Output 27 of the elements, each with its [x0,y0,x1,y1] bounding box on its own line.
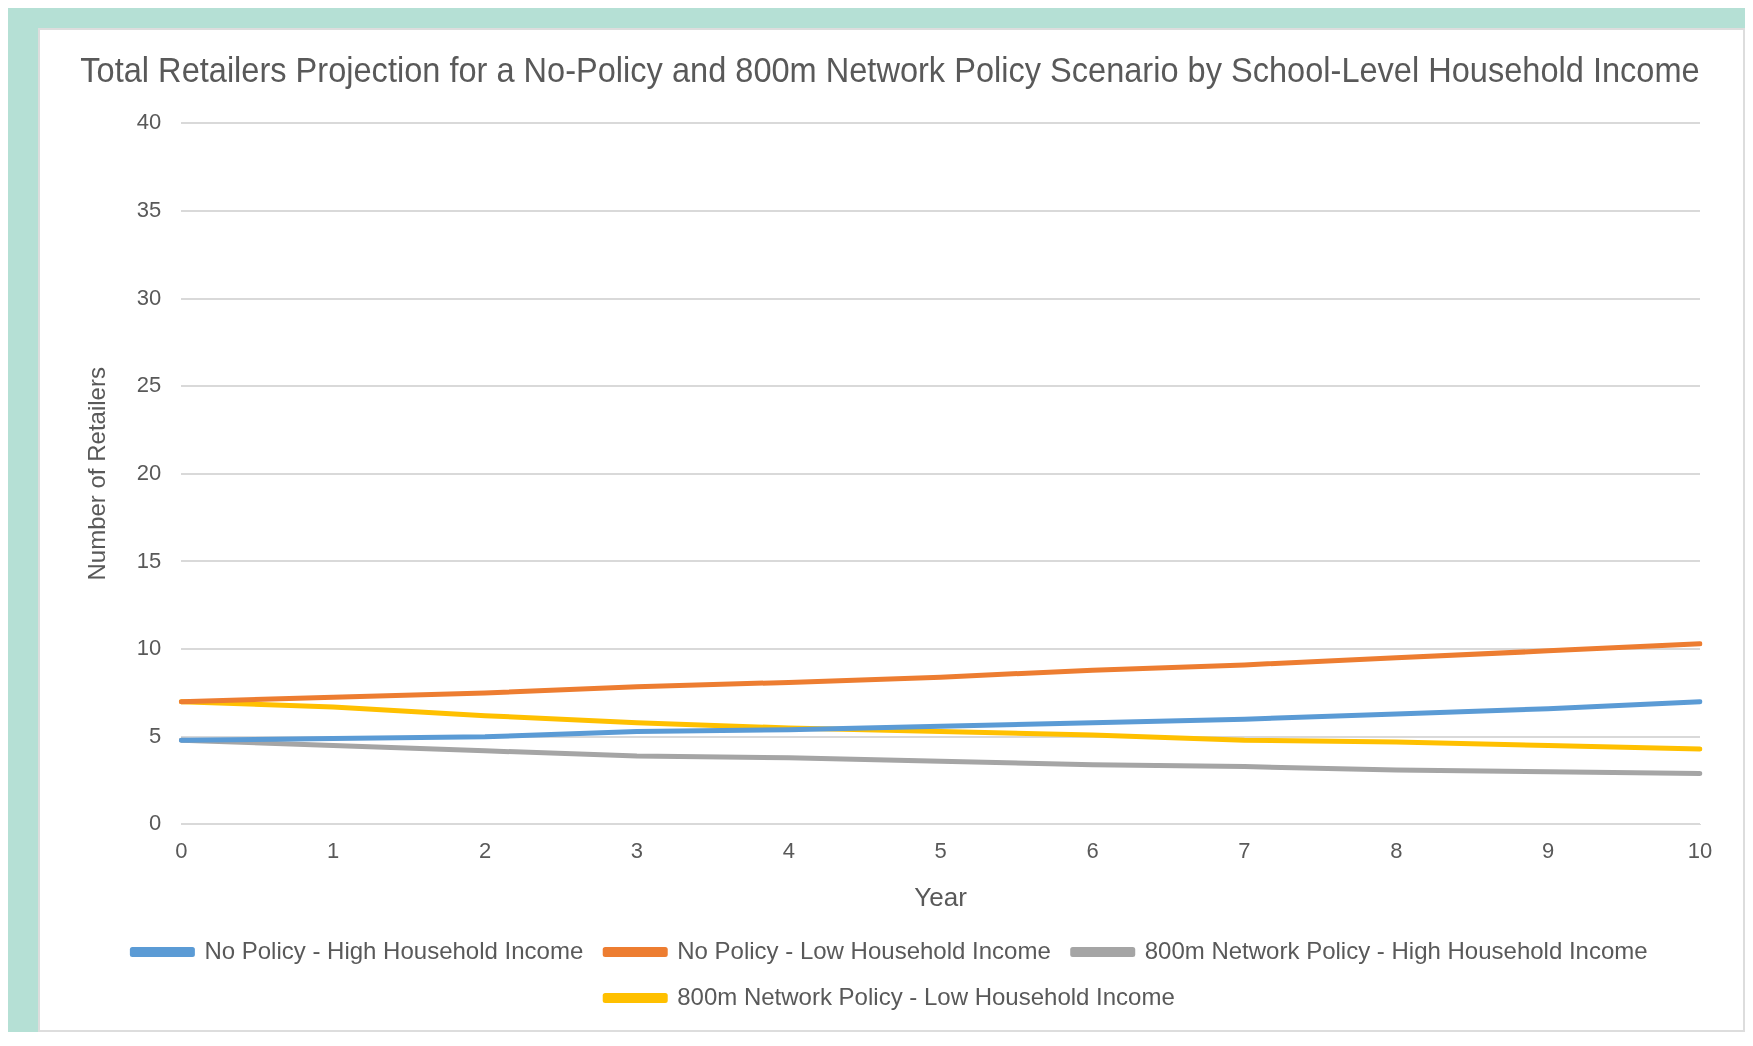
x-tick-label: 10 [1687,837,1713,863]
x-tick-label: 8 [1390,837,1403,863]
x-tick-label: 3 [630,837,644,863]
y-tick-label: 15 [136,547,162,573]
x-tick-label: 4 [782,837,795,863]
y-tick-label: 5 [149,722,162,748]
y-tick-label: 20 [136,459,162,485]
x-tick-label: 5 [934,837,947,863]
y-tick-label: 0 [149,810,162,836]
x-tick-label: 0 [175,837,188,863]
x-tick-label: 1 [327,837,340,863]
y-tick-label: 25 [136,372,162,398]
x-axis-title: Year [914,881,968,912]
y-tick-label: 30 [136,284,162,310]
legend-label: No Policy - High Household Income [204,936,584,964]
y-axis-title: Number of Retailers [83,367,111,581]
y-tick-label: 10 [136,635,162,661]
x-tick-label: 7 [1238,837,1251,863]
x-tick-label: 6 [1086,837,1099,863]
legend-label: No Policy - Low Household Income [677,936,1051,964]
y-tick-label: 35 [136,196,162,222]
legend-label: 800m Network Policy - High Household Income [1144,936,1648,964]
chart-title: Total Retailers Projection for a No-Policy and 800m Network Policy Scenario by School-Level Household Income [80,49,1700,89]
x-tick-label: 9 [1542,837,1555,863]
legend-label: 800m Network Policy - Low Household Income [677,982,1175,1010]
y-tick-label: 40 [136,109,162,135]
x-tick-label: 2 [478,837,492,863]
